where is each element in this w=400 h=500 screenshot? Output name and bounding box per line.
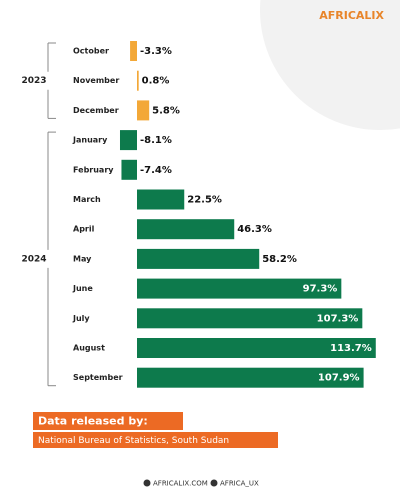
category-label: April [73,225,95,234]
bar [137,367,364,388]
value-label: 0.8% [142,76,170,87]
category-label: December [73,106,119,115]
category-label: September [73,373,123,382]
source-heading: Data released by: [38,415,148,428]
value-label: -7.4% [140,165,172,176]
value-label: 22.5% [187,195,222,206]
group-label: 2024 [21,254,46,264]
source: National Bureau of Statistics, South Sud… [38,436,229,446]
value-label: 113.7% [330,343,372,354]
bar [121,159,137,180]
bar [130,41,137,61]
logo: AFRICALIX [319,9,384,22]
value-label: -8.1% [140,135,172,146]
footer-web: AFRICALIX.COM [153,480,208,488]
value-label: 5.8% [152,105,180,116]
bar [137,308,363,329]
value-label: 58.2% [262,254,297,265]
category-label: July [72,314,90,323]
bar [137,70,139,91]
bar [137,278,342,299]
value-label: 46.3% [237,224,272,235]
footer-social: AFRICA_UX [220,480,259,488]
source-box [33,432,278,448]
bar [137,219,235,240]
category-label: June [72,284,93,293]
category-label: August [73,344,105,353]
bar [137,248,260,269]
decor-circle [260,0,400,130]
value-label: 97.3% [303,284,338,295]
bar [137,338,376,358]
source-heading-box [33,412,183,430]
category-label: January [72,136,108,145]
group-label: 2023 [21,76,46,86]
social-icon [210,479,218,487]
category-label: May [73,254,92,263]
category-label: October [73,47,109,56]
web-icon [143,479,151,487]
category-label: November [73,76,119,85]
category-label: February [73,165,114,174]
value-label: 107.3% [317,313,359,324]
category-label: March [73,195,101,204]
value-label: -3.3% [140,46,172,57]
bar [119,130,137,151]
bar [137,100,150,121]
value-label: 107.9% [318,373,360,384]
bar [137,189,185,210]
